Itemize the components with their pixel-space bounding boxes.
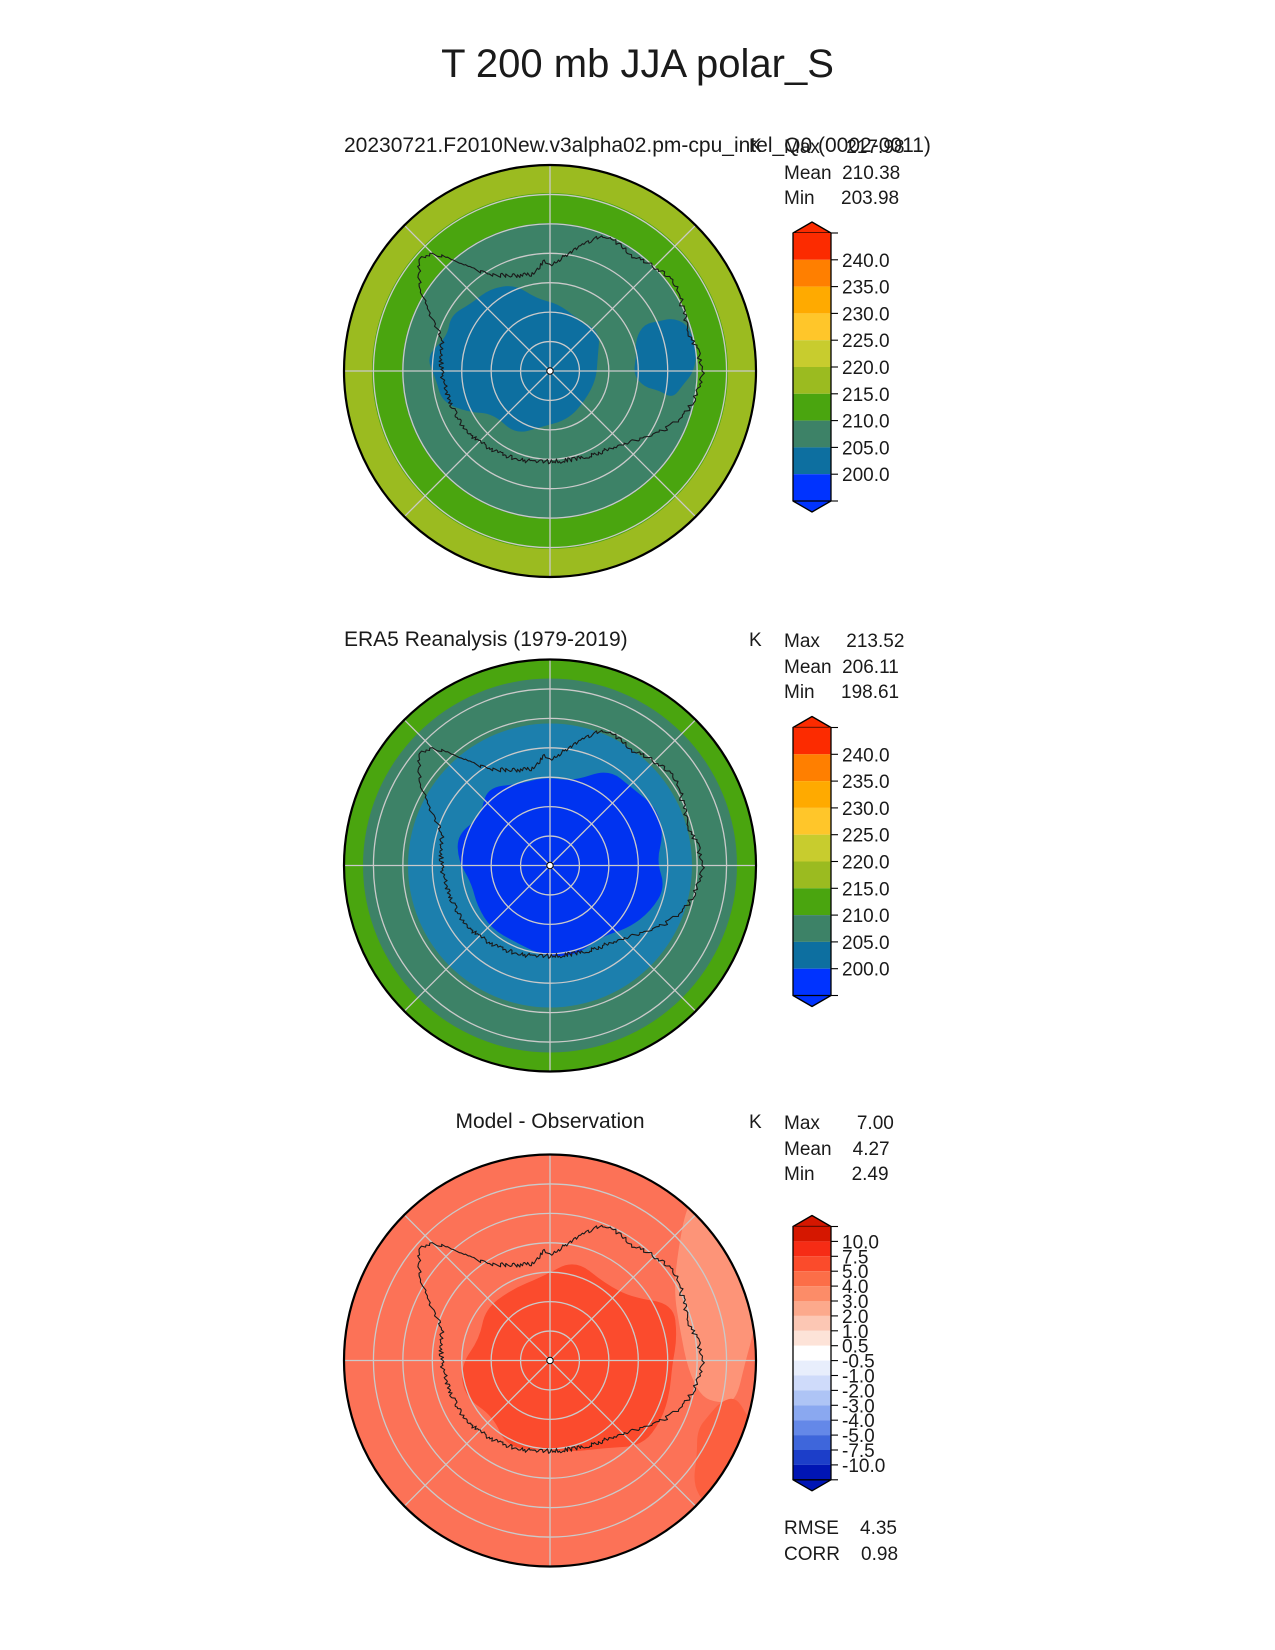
svg-text:215.0: 215.0 (842, 879, 890, 900)
svg-text:-10.0: -10.0 (842, 1456, 885, 1477)
svg-text:210.0: 210.0 (842, 906, 890, 927)
svg-text:225.0: 225.0 (842, 331, 890, 352)
svg-text:215.0: 215.0 (842, 385, 890, 406)
svg-text:235.0: 235.0 (842, 278, 890, 299)
svg-text:200.0: 200.0 (842, 465, 890, 486)
svg-text:220.0: 220.0 (842, 853, 890, 874)
svg-text:220.0: 220.0 (842, 358, 890, 379)
svg-text:235.0: 235.0 (842, 772, 890, 793)
svg-text:205.0: 205.0 (842, 438, 890, 459)
svg-text:240.0: 240.0 (842, 251, 890, 272)
svg-text:210.0: 210.0 (842, 412, 890, 433)
svg-text:240.0: 240.0 (842, 745, 890, 766)
svg-text:230.0: 230.0 (842, 304, 890, 325)
svg-text:230.0: 230.0 (842, 799, 890, 820)
svg-text:225.0: 225.0 (842, 826, 890, 847)
svg-text:205.0: 205.0 (842, 933, 890, 954)
svg-text:200.0: 200.0 (842, 960, 890, 981)
